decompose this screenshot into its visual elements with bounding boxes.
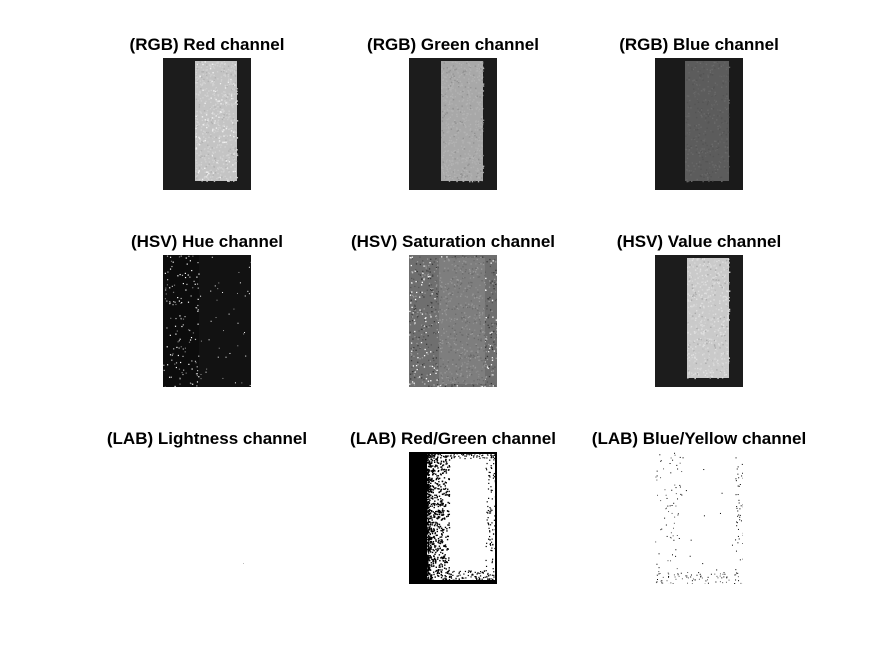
- panel-rgb-green: (RGB) Green channel: [333, 35, 573, 195]
- panel-title: (RGB) Green channel: [367, 35, 539, 54]
- panel-hsv-hue: (HSV) Hue channel: [87, 232, 327, 392]
- panel-title: (RGB) Blue channel: [619, 35, 779, 54]
- panel-title: (LAB) Red/Green channel: [350, 429, 556, 448]
- channel-image: [655, 58, 743, 190]
- panel-title: (LAB) Lightness channel: [106, 429, 308, 448]
- panel-lab-red-green: (LAB) Red/Green channel: [333, 429, 573, 589]
- panel-title: (HSV) Saturation channel: [350, 232, 556, 251]
- panel-title: (HSV) Value channel: [616, 232, 782, 251]
- panel-lab-blue-yellow: (LAB) Blue/Yellow channel: [579, 429, 819, 589]
- channel-image: [409, 452, 497, 584]
- panel-rgb-blue: (RGB) Blue channel: [579, 35, 819, 195]
- channel-image: [409, 255, 497, 387]
- panel-title: (RGB) Red channel: [129, 35, 285, 54]
- panel-rgb-red: (RGB) Red channel: [87, 35, 327, 195]
- channel-image: [409, 58, 497, 190]
- channel-image: [163, 58, 251, 190]
- panel-title: (HSV) Hue channel: [130, 232, 284, 251]
- channel-image: [655, 452, 743, 584]
- channel-image: [163, 452, 251, 584]
- panel-title: (LAB) Blue/Yellow channel: [591, 429, 807, 448]
- channel-image: [163, 255, 251, 387]
- panel-hsv-value: (HSV) Value channel: [579, 232, 819, 392]
- channel-image: [655, 255, 743, 387]
- panel-hsv-saturation: (HSV) Saturation channel: [333, 232, 573, 392]
- panel-lab-lightness: (LAB) Lightness channel: [87, 429, 327, 589]
